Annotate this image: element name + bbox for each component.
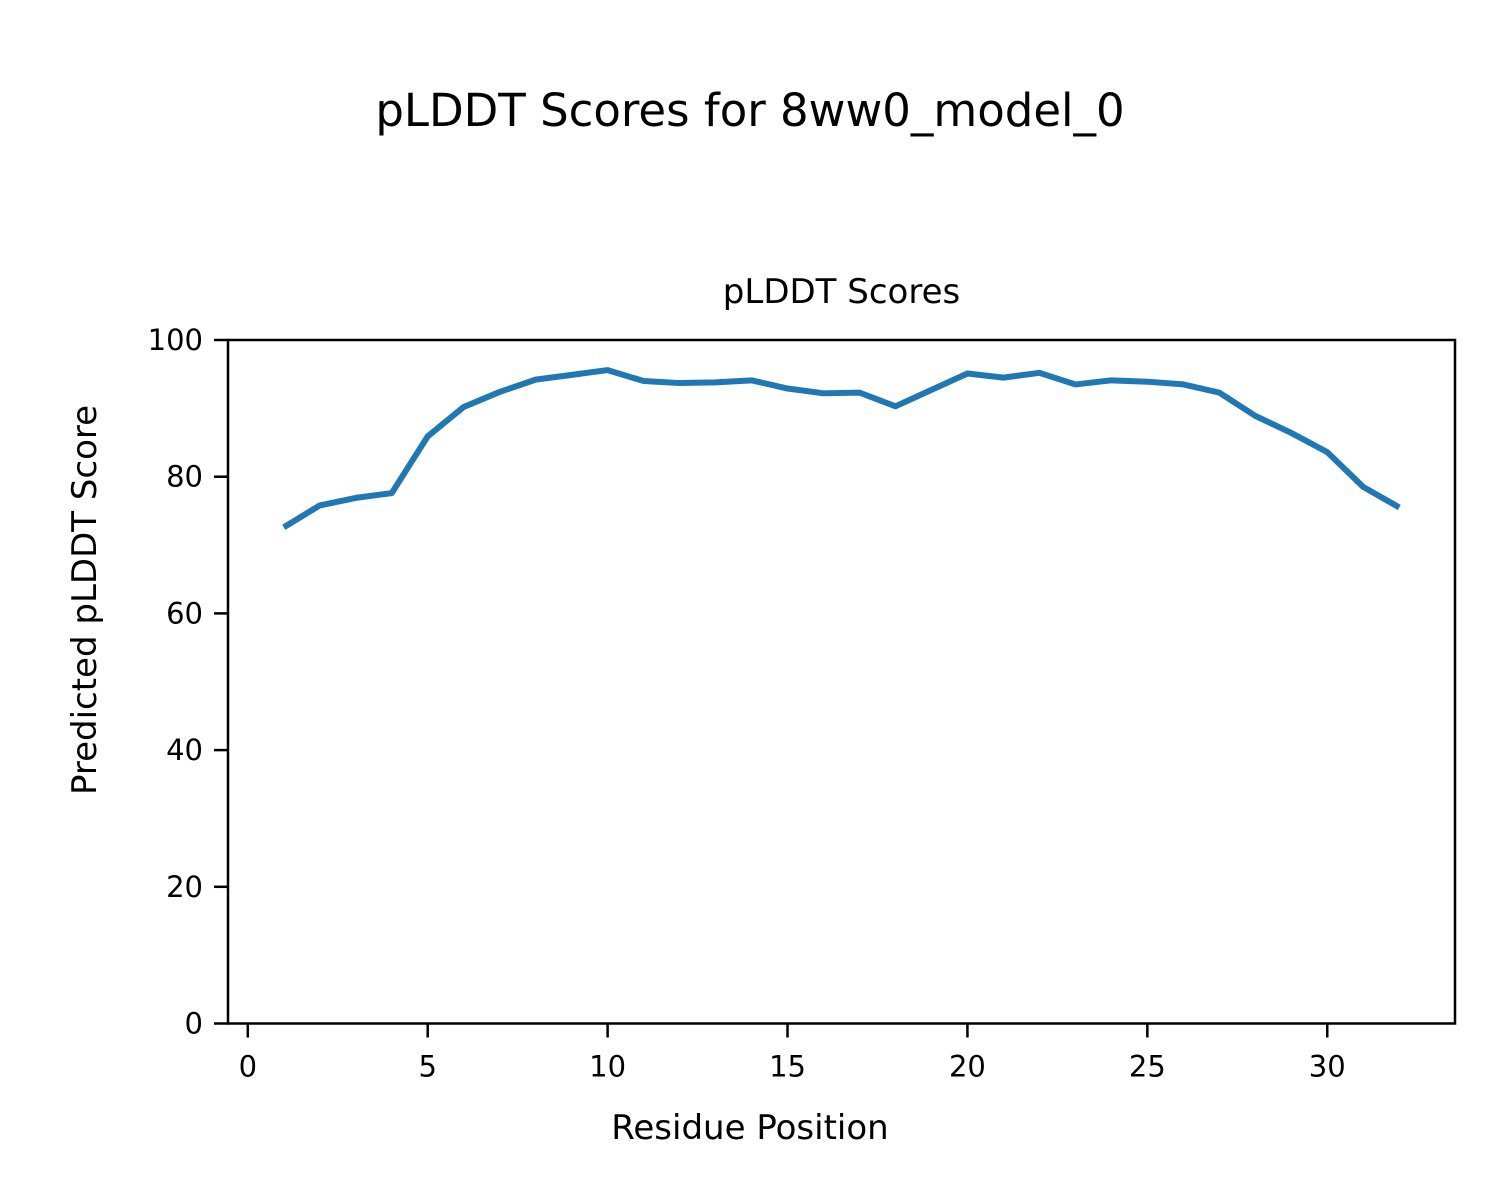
y-tick-label: 80 [166, 460, 203, 494]
x-tick-label: 15 [769, 1050, 806, 1084]
x-tick-label: 10 [589, 1050, 626, 1084]
plddt-line [282, 367, 1401, 530]
x-tick-label: 5 [418, 1050, 436, 1084]
x-tick-label: 30 [1309, 1050, 1346, 1084]
y-tick-label: 100 [148, 323, 203, 357]
x-tick-label: 20 [949, 1050, 986, 1084]
axes-spines [226, 338, 1457, 1025]
axes-title: pLDDT Scores [722, 272, 961, 312]
y-tick-label: 60 [166, 596, 203, 630]
y-tick-label: 40 [166, 733, 203, 767]
x-tick-label: 0 [239, 1050, 257, 1084]
y-tick-label: 20 [166, 870, 203, 904]
y-tick-label: 0 [185, 1007, 203, 1041]
x-tick-label: 25 [1129, 1050, 1166, 1084]
figure-title: pLDDT Scores for 8ww0_model_0 [375, 84, 1125, 137]
x-axis-label: Residue Position [611, 1108, 889, 1148]
